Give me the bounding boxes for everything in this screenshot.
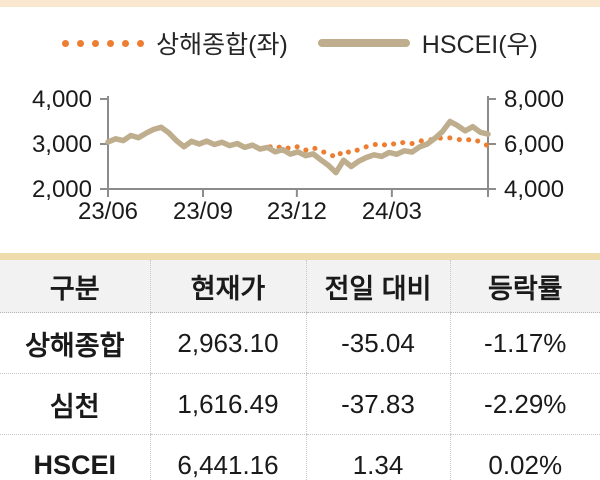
index-price-table: 구분 현재가 전일 대비 등락률 상해종합 2,963.10 -35.04 -1.17% 심천… <box>0 253 600 480</box>
legend-label-hscei: HSCEI(우) <box>421 31 538 59</box>
chart-legend: 상해종합(좌) HSCEI(우) <box>0 25 600 61</box>
column-header: 현재가 <box>149 256 306 313</box>
price-cell: 2,963.10 <box>149 312 306 374</box>
legend-item-hscei: HSCEI(우) <box>317 25 538 61</box>
top-accent-border <box>0 0 600 7</box>
x-axis-tick-label: 23/09 <box>173 198 233 225</box>
right-axis-tick-label: 4,000 <box>504 176 564 203</box>
left-axis-tick-label: 3,000 <box>32 131 92 158</box>
pct-change-cell: -1.17% <box>449 312 600 374</box>
dual-axis-line-chart: 4,000 3,000 2,000 8,000 6,000 4,000 23/06 23/09… <box>32 86 564 225</box>
hscei-series-line <box>105 118 491 176</box>
pct-change-cell: 0.02% <box>449 434 600 480</box>
table-header: 구분 현재가 전일 대비 등락률 <box>0 256 600 313</box>
pct-change-cell: -2.29% <box>449 373 600 435</box>
chart-area: 4,000 3,000 2,000 8,000 6,000 4,000 23/06 23/09… <box>0 81 600 236</box>
table-row: HSCEI 6,441.16 1.34 0.02% <box>0 434 600 480</box>
shanghai-series-line <box>105 124 491 160</box>
column-header: 전일 대비 <box>305 256 450 313</box>
right-axis-tick-label: 6,000 <box>504 131 564 158</box>
index-name-cell: 상해종합 <box>0 312 150 374</box>
index-name-cell: HSCEI <box>0 434 150 480</box>
price-cell: 1,616.49 <box>149 373 306 435</box>
index-name-cell: 심천 <box>0 373 150 435</box>
dotted-series-marker-icon <box>62 39 145 47</box>
left-axis-tick-label: 4,000 <box>32 86 92 113</box>
x-axis-tick-label: 24/03 <box>362 198 422 225</box>
change-cell: -35.04 <box>305 312 450 374</box>
left-axis-tick-label: 2,000 <box>32 176 92 203</box>
change-cell: 1.34 <box>305 434 450 480</box>
solid-series-marker-icon <box>317 39 410 47</box>
table-row: 심천 1,616.49 -37.83 -2.29% <box>0 373 600 435</box>
price-cell: 6,441.16 <box>149 434 306 480</box>
legend-item-shanghai: 상해종합(좌) <box>62 25 288 61</box>
column-header: 구분 <box>0 256 150 313</box>
table-body: 상해종합 2,963.10 -35.04 -1.17% 심천 1,616.49 -37.83… <box>0 312 600 480</box>
change-cell: -37.83 <box>305 373 450 435</box>
right-axis-tick-label: 8,000 <box>504 86 564 113</box>
table-row: 상해종합 2,963.10 -35.04 -1.17% <box>0 312 600 374</box>
x-axis-tick-label: 23/06 <box>78 198 138 225</box>
x-axis-tick-label: 23/12 <box>267 198 327 225</box>
legend-label-shanghai: 상해종합(좌) <box>156 31 288 59</box>
column-header: 등락률 <box>449 256 600 313</box>
